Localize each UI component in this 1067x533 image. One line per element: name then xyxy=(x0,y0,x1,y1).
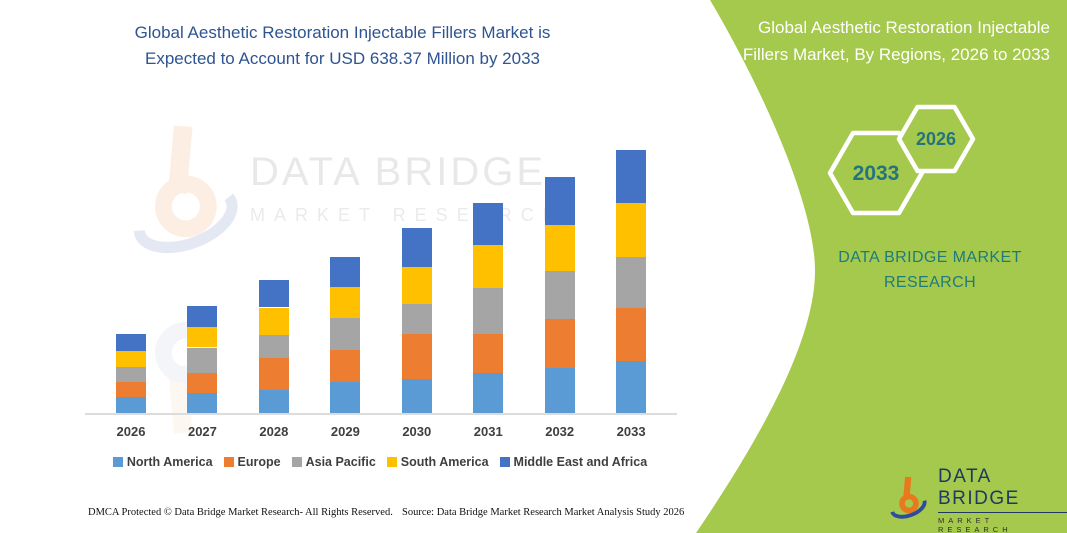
bar-2027-middle-east-and-africa xyxy=(187,306,218,328)
legend-item-middle-east-and-africa: Middle East and Africa xyxy=(499,455,648,469)
bar-2027-europe xyxy=(187,372,218,393)
legend-item-europe: Europe xyxy=(223,455,281,469)
legend-label-asia-pacific: Asia Pacific xyxy=(305,455,376,469)
watermark-logo-mark-icon xyxy=(133,125,238,254)
bar-2032-asia-pacific xyxy=(544,270,575,320)
legend-item-south-america: South America xyxy=(386,455,489,469)
dmca-note: DMCA Protected © Data Bridge Market Rese… xyxy=(88,507,393,518)
stacked-bar-chart: 2026 2027 2028 2029 2030 2031 2032 2033 xyxy=(85,150,677,439)
bar-2033-south-america xyxy=(616,202,647,257)
hexagon-2033-label: 2033 xyxy=(853,162,900,185)
x-axis-label-2027: 2027 xyxy=(187,424,217,439)
legend-item-asia-pacific: Asia Pacific xyxy=(291,455,376,469)
bar-2032-middle-east-and-africa xyxy=(544,176,575,225)
bar-2026-middle-east-and-africa xyxy=(116,334,146,352)
bar-2033-europe xyxy=(616,307,647,361)
bar-2028-asia-pacific xyxy=(258,334,289,358)
corner-logo-mark-icon xyxy=(890,476,927,519)
x-axis-line xyxy=(85,413,677,415)
corner-logo-text: DATA BRIDGE MARKET RESEARCH xyxy=(937,466,1067,533)
bar-2028-europe xyxy=(258,357,289,390)
legend-label-middle-east-and-africa: Middle East and Africa xyxy=(513,455,648,469)
bar-2028-south-america xyxy=(258,307,289,335)
bar-2033-north-america xyxy=(616,361,647,413)
bar-2032-south-america xyxy=(544,224,575,271)
bar-2026-europe xyxy=(116,382,146,397)
bar-2032-europe xyxy=(544,319,575,369)
bar-2031-south-america xyxy=(473,244,504,288)
legend-item-north-america: North America xyxy=(112,455,213,469)
bar-2028-middle-east-and-africa xyxy=(258,280,289,308)
bar-2027-south-america xyxy=(187,327,218,348)
bar-2031-middle-east-and-africa xyxy=(473,202,504,245)
bar-2032-north-america xyxy=(544,368,575,413)
bar-2029-middle-east-and-africa xyxy=(330,256,361,287)
bar-2030-asia-pacific xyxy=(401,303,432,334)
hexagon-2026-icon xyxy=(896,104,976,174)
watermark-brand-text: DATA BRIDGE xyxy=(250,150,547,194)
bar-2026-asia-pacific xyxy=(116,367,146,383)
bar-2030-north-america xyxy=(401,378,432,413)
bar-2031-asia-pacific xyxy=(473,287,504,334)
year-hexagons: 2033 2026 xyxy=(827,104,976,216)
x-axis-label-2026: 2026 xyxy=(116,424,146,439)
x-axis-label-2028: 2028 xyxy=(259,424,289,439)
legend-label-south-america: South America xyxy=(400,455,489,469)
legend-swatch-middle-east-and-africa-icon xyxy=(499,457,510,467)
bar-2028-north-america xyxy=(258,389,289,413)
bar-2029-europe xyxy=(330,350,361,383)
chart-title: Global Aesthetic Restoration Injectable … xyxy=(55,20,630,73)
bar-2030-middle-east-and-africa xyxy=(401,227,432,267)
legend-swatch-europe-icon xyxy=(223,457,234,467)
x-axis-label-2033: 2033 xyxy=(616,424,646,439)
bar-2033-asia-pacific xyxy=(616,256,647,308)
hexagon-2026-label: 2026 xyxy=(916,129,956,149)
sidebar-brand-text: DATA BRIDGE MARKET RESEARCH xyxy=(838,249,1022,291)
bar-2029-north-america xyxy=(330,382,361,413)
bar-2027-asia-pacific xyxy=(187,347,218,373)
bar-2027-north-america xyxy=(187,392,218,413)
bar-2030-south-america xyxy=(401,266,432,304)
legend-swatch-north-america-icon xyxy=(112,457,123,467)
bar-2031-north-america xyxy=(473,373,504,413)
legend-label-north-america: North America xyxy=(126,455,213,469)
x-axis-label-2029: 2029 xyxy=(330,424,360,439)
x-axis-label-2031: 2031 xyxy=(473,424,503,439)
chart-title-line2: Expected to Account for USD 638.37 Milli… xyxy=(144,49,540,69)
bar-2026-north-america xyxy=(116,396,146,413)
chart-title-line1: Global Aesthetic Restoration Injectable … xyxy=(134,23,551,42)
source-note: Source: Data Bridge Market Research Mark… xyxy=(402,507,685,518)
sidebar-title: Global Aesthetic Restoration Injectable … xyxy=(742,18,1050,65)
bar-2033-middle-east-and-africa xyxy=(616,150,647,203)
corner-logo-brand: DATA BRIDGE xyxy=(937,466,1067,513)
x-axis-label-2030: 2030 xyxy=(402,424,432,439)
bar-2026-south-america xyxy=(116,351,146,368)
legend-label-europe: Europe xyxy=(237,455,281,469)
bar-2030-europe xyxy=(401,333,432,379)
chart-legend: North America Europe Asia Pacific South Ame… xyxy=(80,455,680,469)
legend-swatch-south-america-icon xyxy=(386,457,397,467)
green-panel-shape xyxy=(696,0,1067,533)
x-axis-label-2032: 2032 xyxy=(545,424,575,439)
bar-2029-asia-pacific xyxy=(330,317,361,350)
corner-logo-sub: MARKET RESEARCH xyxy=(937,516,1012,533)
bar-2031-europe xyxy=(473,333,504,373)
corner-logo: DATA BRIDGE MARKET RESEARCH xyxy=(888,466,1067,533)
legend-swatch-asia-pacific-icon xyxy=(291,457,302,467)
bar-2029-south-america xyxy=(330,286,361,318)
